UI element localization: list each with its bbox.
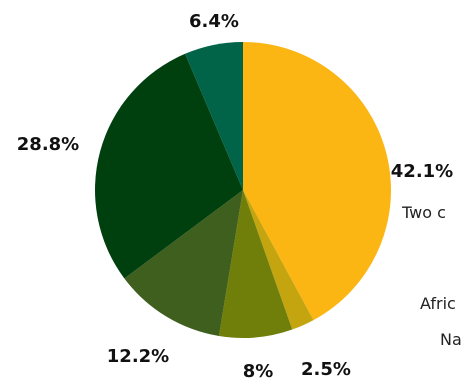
pie-slice-5 xyxy=(95,53,243,279)
data-label-1: 42.1% xyxy=(391,161,453,182)
side-text-line-1: Two c xyxy=(402,203,446,222)
data-label-4: 12.2% xyxy=(107,346,169,367)
pie-slice-6 xyxy=(185,42,243,190)
pie-slice-3 xyxy=(218,190,293,338)
data-label-5: 28.8% xyxy=(17,134,79,155)
data-label-6: 6.4% xyxy=(189,11,239,32)
pie-slice-2 xyxy=(243,190,314,330)
data-label-2: 2.5% xyxy=(301,359,351,380)
side-text-line-2: Afric xyxy=(420,294,456,313)
pie-slice-1 xyxy=(243,42,391,321)
pie-slice-4 xyxy=(124,190,243,337)
side-text-line-3: Na xyxy=(440,330,462,349)
data-label-3: 8% xyxy=(243,361,274,382)
